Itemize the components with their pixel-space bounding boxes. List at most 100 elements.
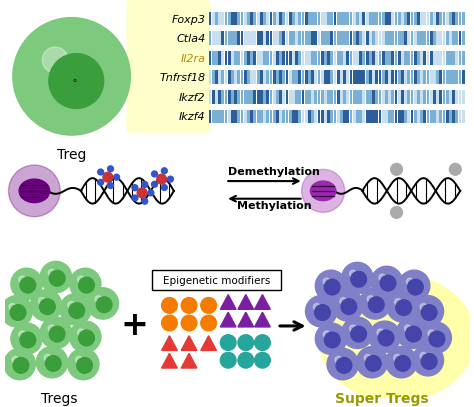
Bar [237, 51, 240, 65]
Bar [266, 12, 269, 26]
Bar [372, 109, 375, 123]
Bar [456, 51, 458, 65]
Bar [353, 90, 356, 104]
Bar [334, 31, 337, 45]
Bar [366, 90, 368, 104]
Bar [276, 31, 279, 45]
Bar [221, 51, 224, 65]
Circle shape [201, 315, 217, 331]
Bar [221, 109, 224, 123]
Bar [308, 12, 311, 26]
Bar [340, 90, 343, 104]
Bar [414, 31, 417, 45]
Bar [263, 12, 266, 26]
Bar [218, 51, 221, 65]
Bar [452, 90, 455, 104]
Circle shape [77, 276, 84, 283]
Bar [244, 12, 246, 26]
Bar [295, 90, 298, 104]
Bar [343, 109, 346, 123]
Bar [379, 31, 382, 45]
Bar [379, 109, 382, 123]
Bar [353, 109, 356, 123]
Bar [234, 109, 237, 123]
Bar [346, 70, 349, 84]
Bar [401, 12, 404, 26]
Bar [452, 12, 455, 26]
Bar [266, 90, 269, 104]
Bar [289, 70, 292, 84]
Circle shape [60, 294, 91, 325]
Bar [363, 12, 365, 26]
Circle shape [142, 198, 148, 204]
Circle shape [162, 168, 167, 174]
Ellipse shape [310, 181, 336, 201]
Bar [263, 90, 266, 104]
Bar [209, 70, 211, 84]
Bar [459, 51, 462, 65]
Bar [254, 51, 256, 65]
Bar [311, 70, 314, 84]
Bar [257, 109, 260, 123]
Circle shape [98, 169, 104, 175]
Bar [305, 70, 308, 84]
Bar [430, 31, 433, 45]
Bar [330, 12, 333, 26]
Circle shape [9, 304, 16, 310]
Circle shape [387, 291, 418, 322]
Bar [247, 109, 250, 123]
Circle shape [351, 271, 366, 287]
Circle shape [412, 345, 444, 376]
Bar [250, 31, 253, 45]
Bar [241, 70, 244, 84]
Bar [446, 90, 449, 104]
Bar [385, 70, 388, 84]
Bar [356, 51, 359, 65]
Bar [456, 31, 458, 45]
Text: Foxp3: Foxp3 [172, 15, 206, 24]
Bar [292, 12, 295, 26]
Bar [452, 31, 455, 45]
Bar [420, 70, 423, 84]
Bar [327, 12, 330, 26]
Bar [318, 109, 320, 123]
Circle shape [349, 270, 356, 277]
Bar [369, 31, 372, 45]
Bar [330, 70, 333, 84]
Bar [433, 12, 436, 26]
Bar [218, 31, 221, 45]
Bar [324, 70, 327, 84]
Circle shape [255, 335, 270, 350]
Bar [346, 12, 349, 26]
Bar [446, 70, 449, 84]
Bar [462, 90, 465, 104]
Bar [394, 70, 397, 84]
Bar [353, 70, 356, 84]
Bar [427, 90, 429, 104]
Bar [430, 109, 433, 123]
Bar [247, 70, 250, 84]
Circle shape [391, 164, 402, 175]
Bar [398, 12, 401, 26]
Bar [289, 90, 292, 104]
Text: Ikzf2: Ikzf2 [179, 93, 206, 103]
Bar [241, 12, 244, 26]
Bar [385, 109, 388, 123]
Circle shape [70, 268, 101, 300]
Bar [337, 109, 340, 123]
Bar [283, 109, 285, 123]
Circle shape [108, 166, 113, 172]
Circle shape [371, 266, 402, 298]
Circle shape [70, 321, 101, 352]
Bar [350, 90, 353, 104]
Circle shape [356, 346, 388, 378]
Bar [456, 70, 458, 84]
Bar [427, 70, 429, 84]
Bar [263, 109, 266, 123]
Bar [459, 70, 462, 84]
Circle shape [167, 176, 173, 182]
Bar [308, 51, 311, 65]
Bar [420, 12, 423, 26]
Circle shape [79, 330, 94, 346]
Bar [436, 70, 439, 84]
